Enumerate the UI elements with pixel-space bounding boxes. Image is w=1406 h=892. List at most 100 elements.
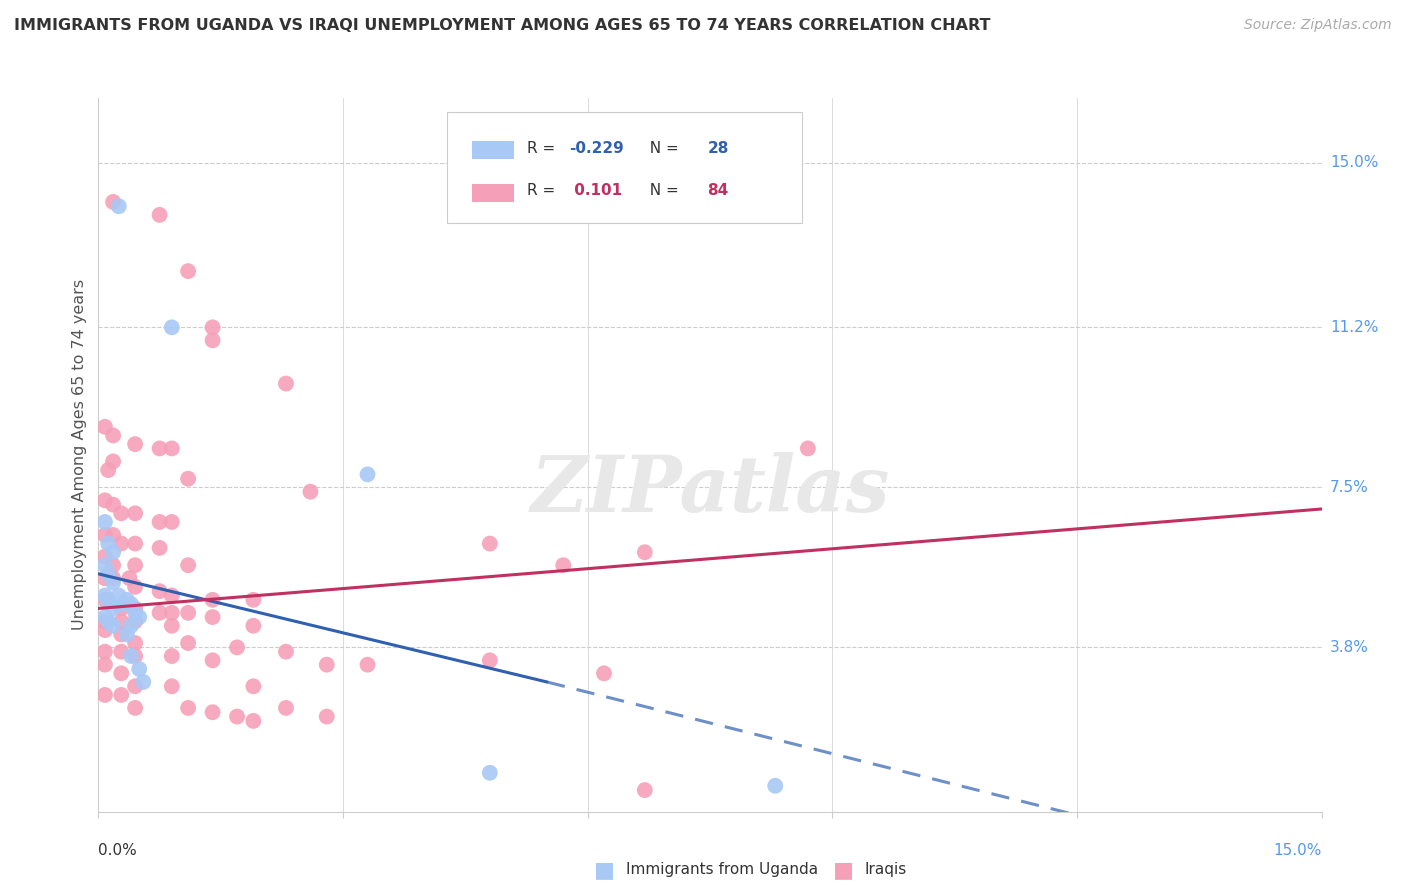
Point xyxy=(177,606,200,620)
Point xyxy=(94,623,117,637)
Point xyxy=(97,592,120,607)
Point xyxy=(160,589,183,603)
Point xyxy=(101,454,124,468)
Point xyxy=(128,610,150,624)
Point xyxy=(94,528,117,542)
Point xyxy=(94,657,117,672)
Text: N =: N = xyxy=(640,141,683,155)
Text: Source: ZipAtlas.com: Source: ZipAtlas.com xyxy=(1244,18,1392,32)
Point xyxy=(124,636,146,650)
Text: 7.5%: 7.5% xyxy=(1330,480,1368,495)
Text: Immigrants from Uganda: Immigrants from Uganda xyxy=(626,863,818,877)
Point xyxy=(160,515,183,529)
Point xyxy=(118,571,141,585)
Point xyxy=(108,199,131,213)
Point xyxy=(274,645,297,659)
Point xyxy=(201,320,224,334)
Point xyxy=(101,194,124,209)
Point xyxy=(160,606,183,620)
Text: ■: ■ xyxy=(834,860,853,880)
Text: R =: R = xyxy=(526,141,560,155)
Point xyxy=(356,657,378,672)
Point xyxy=(177,558,200,573)
Text: Iraqis: Iraqis xyxy=(865,863,907,877)
Point xyxy=(478,765,501,780)
Point xyxy=(97,566,120,581)
FancyBboxPatch shape xyxy=(447,112,801,223)
Point xyxy=(110,666,132,681)
Point xyxy=(97,463,120,477)
Point xyxy=(763,779,786,793)
Point xyxy=(201,610,224,624)
Text: 28: 28 xyxy=(707,141,728,155)
Point xyxy=(110,615,132,629)
Point xyxy=(149,208,172,222)
Point xyxy=(160,679,183,693)
Point xyxy=(553,558,575,573)
Point xyxy=(593,666,616,681)
Point xyxy=(242,714,264,728)
FancyBboxPatch shape xyxy=(471,141,515,159)
Point xyxy=(124,437,146,451)
Point xyxy=(94,615,117,629)
Point xyxy=(478,536,501,550)
Text: 15.0%: 15.0% xyxy=(1274,843,1322,858)
Text: ■: ■ xyxy=(595,860,614,880)
FancyBboxPatch shape xyxy=(471,184,515,202)
Point xyxy=(124,506,146,520)
Point xyxy=(115,592,138,607)
Point xyxy=(101,575,124,590)
Point xyxy=(110,688,132,702)
Point xyxy=(478,653,501,667)
Point xyxy=(101,545,124,559)
Text: ZIPatlas: ZIPatlas xyxy=(530,452,890,529)
Point xyxy=(124,679,146,693)
Point xyxy=(120,597,142,611)
Point xyxy=(315,657,337,672)
Point xyxy=(124,536,146,550)
Point xyxy=(94,558,117,573)
Point xyxy=(124,606,146,620)
Point xyxy=(94,515,117,529)
Text: R =: R = xyxy=(526,184,560,198)
Point xyxy=(94,589,117,603)
Point xyxy=(120,619,142,633)
Point xyxy=(160,442,183,456)
Point xyxy=(115,627,138,641)
Point xyxy=(132,675,155,690)
Point xyxy=(101,558,124,573)
Point xyxy=(111,597,134,611)
Point xyxy=(177,701,200,715)
Point xyxy=(242,592,264,607)
Point xyxy=(201,592,224,607)
Text: 15.0%: 15.0% xyxy=(1330,155,1378,170)
Point xyxy=(356,467,378,482)
Text: 84: 84 xyxy=(707,184,728,198)
Point xyxy=(94,571,117,585)
Point xyxy=(274,376,297,391)
Point xyxy=(124,701,146,715)
Point xyxy=(177,264,200,278)
Point xyxy=(226,640,249,655)
Text: 0.0%: 0.0% xyxy=(98,843,138,858)
Point xyxy=(201,705,224,719)
Point xyxy=(101,528,124,542)
Point xyxy=(797,442,820,456)
Point xyxy=(97,536,120,550)
Point xyxy=(160,648,183,663)
Point xyxy=(315,709,337,723)
Point xyxy=(108,589,131,603)
Point xyxy=(97,615,120,629)
Point xyxy=(110,645,132,659)
Point xyxy=(124,601,146,615)
Text: 11.2%: 11.2% xyxy=(1330,320,1378,334)
Point xyxy=(160,320,183,334)
Point xyxy=(110,536,132,550)
Point xyxy=(634,783,657,797)
Point xyxy=(124,558,146,573)
Point xyxy=(201,334,224,348)
Point xyxy=(110,627,132,641)
Point xyxy=(149,442,172,456)
Text: -0.229: -0.229 xyxy=(569,141,624,155)
Point xyxy=(101,571,124,585)
